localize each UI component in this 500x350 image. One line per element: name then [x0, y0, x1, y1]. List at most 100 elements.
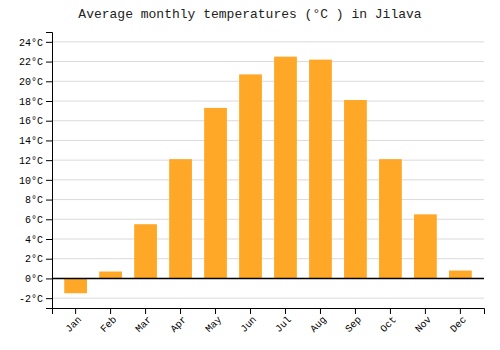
x-tick: Nov	[413, 308, 434, 335]
y-tick-label: 14°C	[19, 136, 43, 147]
grid-line	[52, 140, 484, 141]
x-tick-label: Feb	[99, 314, 120, 335]
x-tick: Mar	[134, 308, 155, 335]
bar	[169, 159, 192, 278]
x-tick-label: Jan	[64, 314, 85, 335]
grid-line	[52, 278, 484, 279]
y-tick-mark	[46, 42, 52, 43]
y-tick-label: 20°C	[19, 77, 43, 88]
y-tick-label: 8°C	[25, 195, 43, 206]
x-tick-label: Mar	[134, 314, 155, 335]
x-tick-label: May	[203, 314, 224, 335]
bars	[52, 57, 484, 294]
y-tick-label: 4°C	[25, 235, 43, 246]
bar	[274, 57, 297, 279]
y-tick-mark	[46, 298, 52, 299]
y-tick: 6°C	[25, 215, 52, 226]
chart: Average monthly temperatures (°C ) in Ji…	[0, 0, 500, 350]
y-tick: 16°C	[19, 116, 52, 127]
x-tick-mark	[145, 308, 146, 314]
grid-line	[52, 61, 484, 62]
y-tick: -2°C	[19, 294, 52, 305]
y-tick-mark	[46, 121, 52, 122]
y-tick: 2°C	[25, 254, 52, 265]
y-tick: 8°C	[25, 195, 52, 206]
x-tick-mark	[180, 308, 181, 314]
x-tick-mark	[460, 308, 461, 314]
y-tick: 20°C	[19, 77, 52, 88]
y-axis: -2°C 0°C 2°C 4°C 6°C 8°C 10°C 12°C 14°C 16°C 18°C 2…	[19, 33, 53, 309]
bar	[64, 278, 87, 293]
y-tick-mark	[46, 140, 52, 141]
y-tick: 24°C	[19, 38, 52, 49]
x-tick-label: Dec	[448, 314, 469, 335]
x-tick-label: Nov	[413, 314, 434, 335]
x-tick-label: Sep	[343, 314, 364, 335]
grid	[52, 42, 484, 298]
x-tick: Feb	[99, 308, 120, 335]
bar	[379, 159, 402, 278]
y-tick-label: 10°C	[19, 176, 43, 187]
y-tick-label: 2°C	[25, 254, 43, 265]
y-tick-label: 18°C	[19, 97, 43, 108]
y-tick-mark	[46, 101, 52, 102]
x-tick: Aug	[308, 308, 329, 335]
grid-line	[52, 160, 484, 161]
title: Average monthly temperatures (°C ) in Ji…	[78, 7, 421, 22]
x-tick: Dec	[448, 308, 469, 335]
y-tick-mark	[46, 200, 52, 201]
grid-line	[52, 120, 484, 121]
y-tick: 18°C	[19, 97, 52, 108]
x-tick: Jul	[273, 308, 294, 335]
baseline	[52, 278, 484, 280]
y-tick-mark	[46, 278, 52, 279]
y-tick-mark	[46, 62, 52, 63]
y-tick: 12°C	[19, 156, 52, 167]
grid-line	[52, 199, 484, 200]
x-tick-label: Aug	[308, 314, 329, 335]
y-axis-line	[46, 33, 53, 309]
y-tick-label: 22°C	[19, 57, 43, 68]
y-tick: 10°C	[19, 176, 52, 187]
y-tick-label: 6°C	[25, 215, 43, 226]
x-tick-mark	[320, 308, 321, 314]
x-tick: Sep	[343, 308, 364, 335]
x-tick: May	[203, 308, 224, 335]
x-tick-mark	[215, 308, 216, 314]
x-tick-label: Oct	[378, 314, 399, 335]
y-tick-label: 16°C	[19, 116, 43, 127]
x-axis-line	[53, 309, 485, 315]
x-tick-mark	[250, 308, 251, 314]
bar	[309, 60, 332, 279]
x-tick-mark	[425, 308, 426, 314]
bar	[99, 272, 122, 279]
y-tick-mark	[46, 81, 52, 82]
x-tick-mark	[355, 308, 356, 314]
x-tick-mark	[110, 308, 111, 314]
y-tick: 4°C	[25, 235, 52, 246]
x-tick-mark	[285, 308, 286, 314]
grid-line	[52, 298, 484, 299]
x-axis: Jan Feb Mar Apr May Jun Jul Aug Sep Oct Nov Dec	[53, 308, 485, 335]
x-tick-label: Jun	[238, 314, 259, 335]
x-tick: Jun	[238, 308, 259, 335]
y-tick: 0°C	[25, 274, 52, 285]
y-tick-label: 12°C	[19, 156, 43, 167]
bar	[134, 224, 157, 278]
grid-line	[52, 179, 484, 180]
x-tick: Jan	[64, 308, 85, 335]
x-tick-label: Jul	[273, 314, 294, 335]
bar	[344, 100, 367, 278]
x-tick-mark	[390, 308, 391, 314]
x-tick-mark	[75, 308, 76, 314]
grid-line	[52, 101, 484, 102]
y-tick-label: -2°C	[19, 294, 43, 305]
y-tick-mark	[46, 160, 52, 161]
y-tick-mark	[46, 259, 52, 260]
bar	[204, 108, 227, 279]
x-tick: Apr	[169, 308, 190, 335]
x-tick-label: Apr	[169, 314, 190, 335]
grid-line	[52, 41, 484, 42]
y-tick-label: 24°C	[19, 38, 43, 49]
grid-line	[52, 81, 484, 82]
